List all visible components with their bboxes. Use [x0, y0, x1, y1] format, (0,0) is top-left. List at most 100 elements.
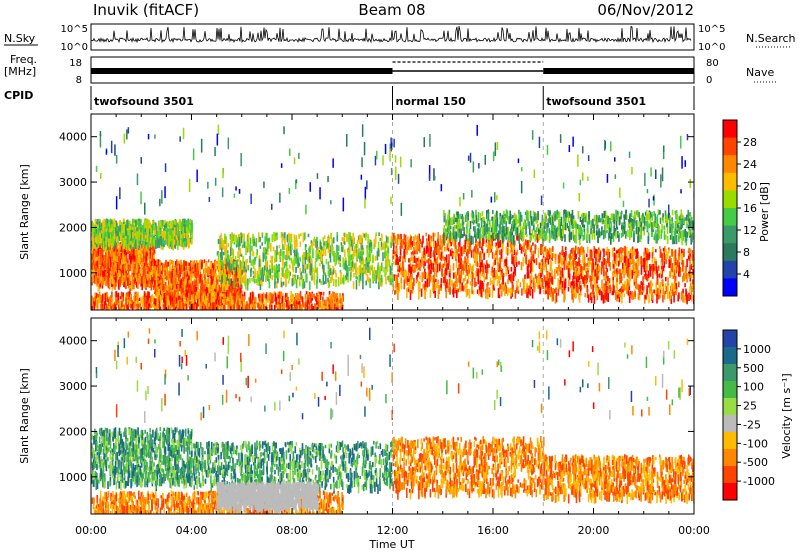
heat-cell — [227, 281, 229, 290]
heat-cell — [253, 265, 255, 269]
heat-cell — [177, 302, 179, 310]
heat-cell — [552, 246, 554, 252]
heat-cell — [288, 280, 290, 283]
heat-cell — [221, 262, 223, 265]
heat-cell — [253, 271, 255, 275]
heat-cell — [178, 296, 180, 301]
heat-cell — [185, 270, 187, 274]
heat-cell — [367, 259, 369, 263]
heat-cell — [367, 244, 369, 249]
heat-cell — [245, 272, 247, 281]
heat-cell — [217, 284, 219, 290]
heat-cell — [100, 250, 102, 259]
heat-cell — [411, 252, 413, 255]
heat-cell — [231, 257, 233, 264]
heat-cell — [189, 306, 191, 315]
heat-region-5 — [543, 246, 695, 305]
heat-cell — [323, 275, 325, 285]
heat-cell — [324, 300, 326, 307]
heat-cell — [203, 294, 205, 303]
heat-cell — [120, 244, 122, 250]
heat-cell — [386, 237, 388, 243]
heat-cell — [519, 243, 521, 250]
heat-cell — [416, 258, 418, 261]
heat-cell — [395, 276, 397, 284]
heat-cell — [554, 269, 556, 279]
heat-cell — [294, 250, 296, 257]
heat-cell — [191, 295, 193, 302]
heat-cell — [130, 258, 132, 262]
heat-cell — [618, 271, 620, 275]
heat-cell — [333, 237, 335, 243]
heat-cell — [214, 270, 216, 276]
heat-cell — [432, 282, 434, 291]
heat-cell — [420, 239, 422, 244]
heat-cell — [316, 250, 318, 257]
heat-cell — [367, 234, 369, 244]
date-title: 06/Nov/2012 — [597, 1, 694, 19]
heat-cell — [127, 277, 129, 286]
heat-cell — [217, 275, 219, 279]
heat-cell — [97, 269, 99, 279]
freq-tick-top: 18 — [69, 58, 82, 69]
heat-cell — [234, 264, 236, 267]
heat-cell — [521, 262, 523, 270]
heat-cell — [599, 290, 601, 296]
heat-cell — [122, 307, 124, 315]
heat-cell — [475, 272, 477, 278]
heat-cell — [528, 272, 530, 279]
heat-cell — [480, 290, 482, 297]
heat-cell — [334, 294, 336, 300]
heat-cell — [110, 259, 112, 267]
heat-cell — [227, 267, 229, 271]
heat-cell — [183, 260, 185, 266]
heat-cell — [373, 275, 375, 281]
heat-cell — [170, 296, 172, 304]
heat-cell — [166, 275, 168, 280]
heat-cell — [262, 233, 264, 238]
heat-cell — [230, 237, 232, 246]
heat-cell — [622, 269, 624, 275]
heat-cell — [169, 279, 171, 287]
heat-cell — [356, 254, 358, 260]
heat-cell — [381, 263, 383, 272]
heat-cell — [169, 264, 171, 267]
heat-cell — [329, 295, 331, 300]
heat-cell — [274, 275, 276, 283]
heat-cell — [324, 235, 326, 239]
heat-cell — [289, 257, 291, 260]
heat-cell — [233, 270, 235, 279]
heat-cell — [110, 257, 112, 260]
heat-cell — [254, 297, 256, 303]
heat-cell — [447, 263, 449, 266]
heat-cell — [412, 289, 414, 294]
heat-cell — [207, 306, 209, 310]
heat-cell — [152, 294, 154, 302]
heat-cell — [308, 234, 310, 238]
heat-cell — [356, 248, 358, 253]
heat-cell — [158, 269, 160, 273]
heat-cell — [450, 242, 452, 247]
heat-cell — [362, 282, 364, 290]
heat-cell — [385, 276, 387, 284]
heat-cell — [284, 262, 286, 268]
heat-cell — [549, 248, 551, 253]
heat-cell — [170, 259, 172, 262]
heat-cell — [250, 250, 252, 256]
heat-cell — [286, 261, 288, 266]
heat-cell — [453, 290, 455, 298]
heat-cell — [524, 275, 526, 280]
heat-cell — [230, 263, 232, 273]
heat-cell — [284, 273, 286, 279]
heat-cell — [371, 265, 373, 271]
heat-cell — [349, 239, 351, 245]
heat-cell — [305, 244, 307, 247]
heat-cell — [216, 261, 218, 264]
heat-cell — [445, 290, 447, 298]
heat-cell — [269, 282, 271, 288]
heat-cell — [373, 244, 375, 249]
heat-cell — [418, 281, 420, 290]
heat-cell — [123, 255, 125, 264]
freq-band-1 — [91, 68, 393, 74]
